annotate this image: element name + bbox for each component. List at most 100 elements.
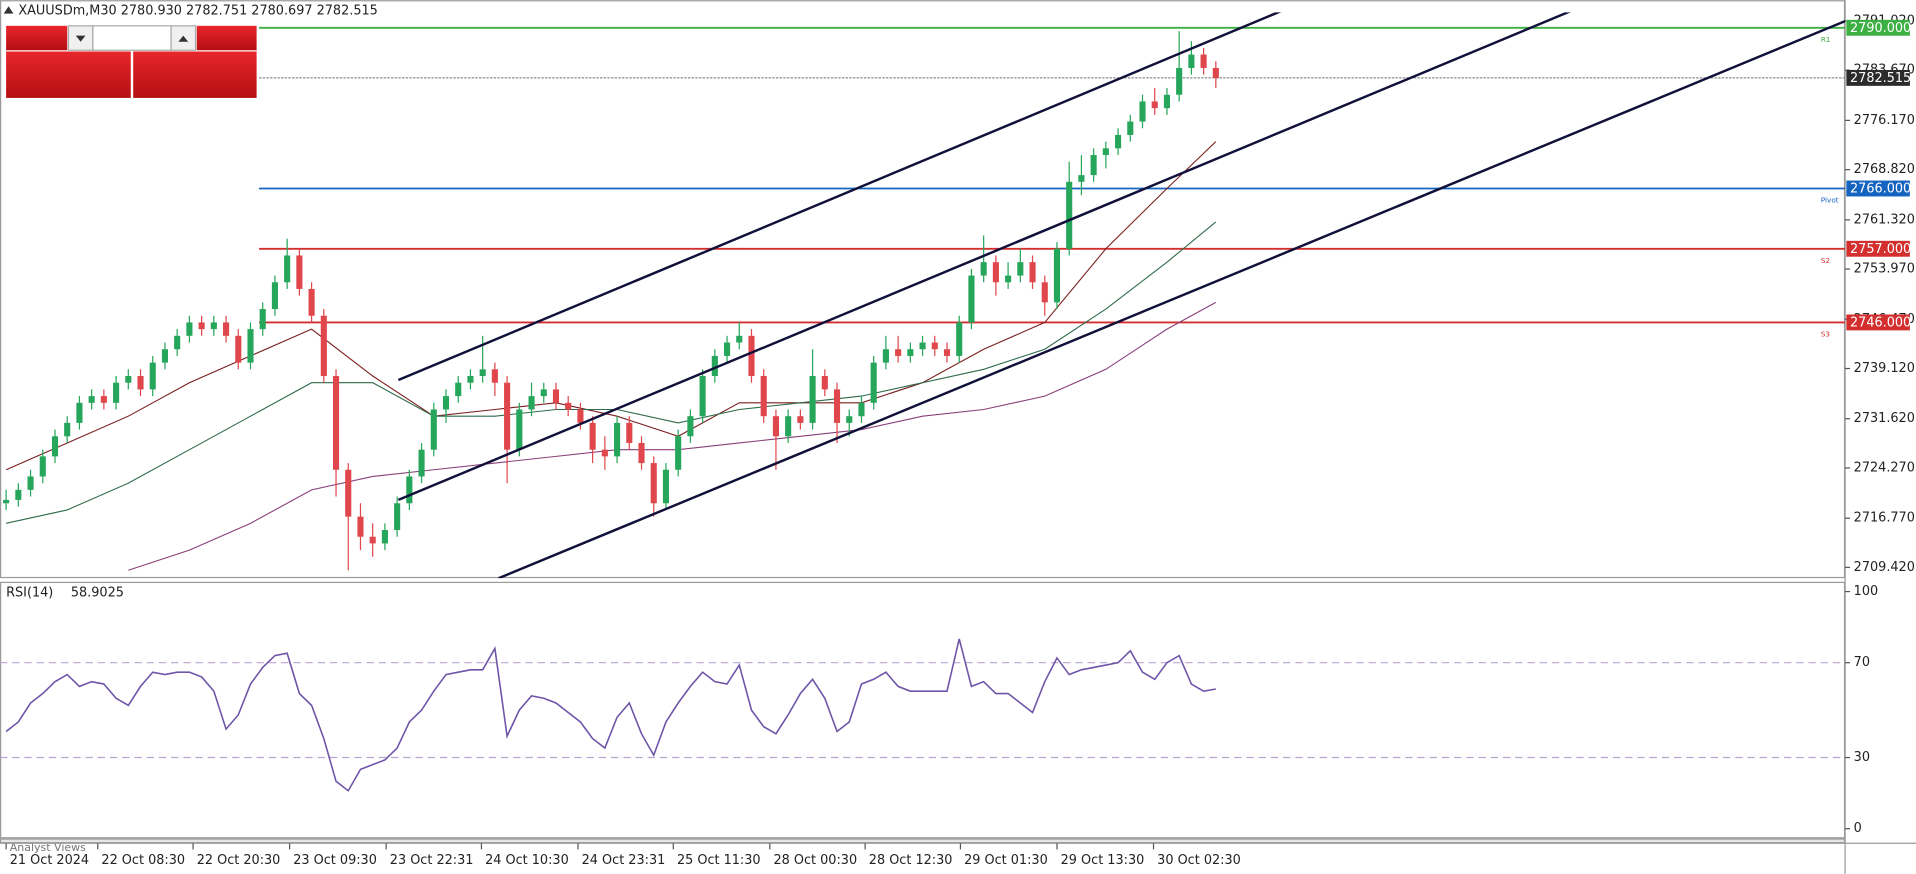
candle-body	[882, 349, 889, 363]
y-tick-label: 2709.420	[1854, 560, 1915, 575]
candle-body	[406, 476, 413, 504]
candle-body	[943, 349, 951, 356]
candle-body	[345, 469, 352, 517]
candle-body	[968, 275, 975, 323]
candle-body	[27, 476, 34, 490]
y-tick-label: 2753.970	[1854, 262, 1915, 277]
x-tick-label: 24 Oct 10:30	[485, 853, 569, 868]
collapse-icon[interactable]	[3, 6, 14, 14]
candle-body	[1029, 262, 1036, 283]
candle-body	[1078, 175, 1085, 182]
candle-body	[51, 436, 59, 457]
buy-button[interactable]	[196, 25, 257, 51]
down-arrow	[75, 35, 86, 42]
candle-body	[357, 516, 364, 537]
candle-body	[638, 442, 645, 464]
level-label: 2746.000	[1850, 316, 1911, 331]
candle-body	[430, 409, 437, 450]
lot-field[interactable]	[92, 25, 172, 51]
candle-body	[149, 362, 156, 390]
candle-body	[1041, 282, 1048, 303]
x-tick-label: 28 Oct 00:30	[773, 853, 857, 868]
candle-body	[174, 335, 181, 350]
level-label: 2790.000	[1850, 21, 1911, 36]
candle-body	[418, 449, 425, 477]
analyst-panel	[0, 838, 1846, 844]
candle-body	[113, 382, 120, 403]
level-tag: S3	[1821, 330, 1831, 339]
candle-body	[919, 342, 926, 350]
level-label: 2766.000	[1850, 182, 1911, 197]
candle-body	[271, 282, 278, 310]
candle-body	[1102, 148, 1109, 156]
candle-body	[479, 369, 486, 377]
candle-body	[736, 335, 743, 343]
candle-body	[614, 422, 621, 457]
trend-line	[397, 12, 1282, 382]
candle-body	[394, 503, 401, 531]
candle-body	[369, 536, 376, 544]
candle-body	[1188, 54, 1195, 68]
candle-body	[577, 409, 584, 423]
y-tick-label: 2776.170	[1854, 113, 1915, 128]
x-tick-label: 21 Oct 2024	[10, 853, 89, 868]
candle-body	[540, 389, 547, 397]
candle-body	[1200, 54, 1207, 68]
candle-body	[39, 456, 46, 477]
level-tag: Pivot	[1821, 196, 1839, 205]
bid-box[interactable]	[6, 51, 131, 98]
chart-header: XAUUSDm,M30 2780.930 2782.751 2780.697 2…	[18, 4, 377, 19]
candle-body	[1053, 248, 1061, 303]
level-label: 2782.515	[1850, 71, 1911, 86]
candle-body	[223, 322, 230, 336]
candle-body	[821, 376, 828, 390]
candle-body	[699, 376, 706, 417]
x-tick-label: 24 Oct 23:31	[582, 853, 666, 868]
x-tick-label: 25 Oct 11:30	[677, 853, 761, 868]
x-tick-label: 22 Oct 08:30	[101, 853, 185, 868]
ask-box[interactable]	[133, 51, 257, 98]
x-tick-label: 22 Oct 20:30	[197, 853, 281, 868]
level-label-box	[1846, 240, 1910, 257]
candle-body	[76, 402, 83, 423]
x-tick-label: 30 Oct 02:30	[1157, 853, 1241, 868]
candle-body	[589, 422, 596, 450]
candle-body	[1005, 275, 1012, 283]
candle-body	[64, 422, 71, 437]
candle-body	[516, 409, 523, 450]
sell-button[interactable]	[6, 25, 68, 51]
candle-body	[467, 376, 474, 383]
candle-body	[565, 402, 572, 410]
candle-body	[296, 255, 303, 289]
level-label-box	[1846, 314, 1910, 331]
candle-body	[601, 449, 608, 457]
candle-body	[88, 396, 95, 403]
candle-body	[332, 376, 340, 470]
rsi-line	[5, 638, 1216, 792]
candle-body	[161, 349, 169, 363]
candle-body	[198, 322, 205, 330]
candle-body	[442, 396, 450, 410]
candle-body	[846, 416, 853, 423]
candle-body	[1163, 94, 1171, 109]
candle-body	[895, 349, 902, 356]
y-tick-label: 2731.620	[1854, 411, 1915, 426]
candle-body	[491, 369, 498, 383]
candle-body	[772, 416, 779, 437]
axes: 2791.0202783.6702776.1702768.8202761.320…	[5, 13, 1915, 868]
candle-body	[748, 335, 755, 377]
candle-body	[504, 382, 511, 450]
plot-area: R1 Pivot S2 S3	[3, 12, 1846, 579]
level-tag: S2	[1821, 256, 1830, 265]
candle-body	[907, 349, 914, 356]
candle-body	[809, 376, 816, 423]
candle-body	[210, 322, 217, 330]
y-tick-label: 2739.120	[1854, 361, 1915, 376]
rsi-value: 58.9025	[71, 585, 124, 600]
candle-body	[137, 376, 144, 390]
candle-body	[1115, 134, 1122, 149]
y-tick-label: 2768.820	[1854, 162, 1915, 177]
